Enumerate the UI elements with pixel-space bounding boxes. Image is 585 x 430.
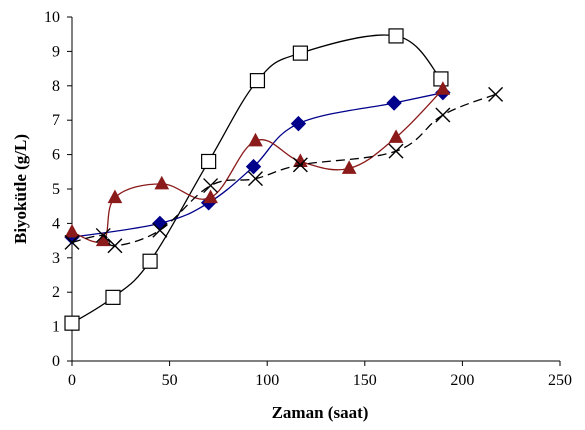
x-axis-title: Zaman (saat) — [272, 403, 369, 422]
y-tick-label: 7 — [52, 112, 60, 129]
data-point-diamond — [386, 95, 402, 111]
y-tick-label: 0 — [52, 353, 60, 370]
series-1 — [64, 28, 449, 331]
data-point-diamond — [152, 215, 168, 232]
data-point-triangle — [248, 132, 263, 147]
data-point-square — [142, 253, 158, 269]
series-line — [71, 88, 444, 243]
y-tick-label: 4 — [52, 215, 60, 232]
y-tick-label: 6 — [52, 147, 60, 164]
series-line — [71, 93, 496, 247]
data-point-x — [247, 171, 263, 187]
data-point-triangle — [107, 189, 123, 204]
x-ticks: 0 50 100 150 200 250 — [68, 361, 572, 389]
data-point-x — [152, 222, 168, 238]
data-point-square — [388, 28, 404, 44]
data-point-square — [292, 45, 308, 61]
y-tick-label: 1 — [52, 319, 60, 336]
data-point-square — [433, 71, 449, 87]
data-point-diamond — [245, 158, 262, 175]
x-tick-label: 0 — [68, 372, 76, 389]
data-point-x — [203, 178, 219, 194]
data-point-x — [292, 157, 308, 173]
series-2 — [64, 84, 451, 245]
data-point-triangle — [203, 189, 218, 204]
data-point-triangle — [64, 223, 80, 238]
data-point-x — [388, 143, 404, 159]
data-point-triangle — [293, 153, 308, 167]
data-point-triangle — [154, 175, 170, 190]
x-tick-label: 200 — [450, 372, 474, 389]
series-3 — [64, 81, 451, 247]
data-point-triangle — [341, 160, 357, 174]
data-point-x — [95, 227, 111, 243]
data-point-square — [105, 289, 121, 305]
axes — [71, 17, 560, 362]
x-tick-label: 50 — [162, 372, 178, 389]
data-point-x — [488, 86, 504, 102]
data-point-diamond — [290, 115, 307, 132]
y-ticks: 0 1 2 3 4 5 6 7 8 9 10 — [44, 9, 72, 370]
x-tick-label: 250 — [548, 372, 572, 389]
data-point-triangle — [388, 129, 404, 143]
series-4 — [64, 86, 504, 254]
y-tick-label: 9 — [52, 43, 60, 60]
data-point-x — [435, 107, 451, 123]
data-point-triangle — [435, 81, 451, 95]
data-point-square — [249, 73, 266, 89]
series-layer — [64, 28, 504, 331]
data-point-x — [107, 238, 123, 254]
y-tick-label: 5 — [52, 181, 60, 198]
y-tick-label: 3 — [52, 250, 60, 267]
y-tick-label: 2 — [52, 284, 60, 301]
series-line — [71, 34, 442, 324]
y-axis-title: Biyokütle (g/L) — [11, 134, 30, 244]
y-tick-label: 10 — [44, 9, 60, 26]
y-tick-label: 8 — [52, 78, 60, 95]
x-tick-label: 150 — [353, 372, 377, 389]
data-point-x — [64, 234, 80, 250]
data-point-square — [64, 315, 80, 331]
x-tick-label: 100 — [255, 372, 279, 389]
data-point-square — [201, 153, 217, 170]
